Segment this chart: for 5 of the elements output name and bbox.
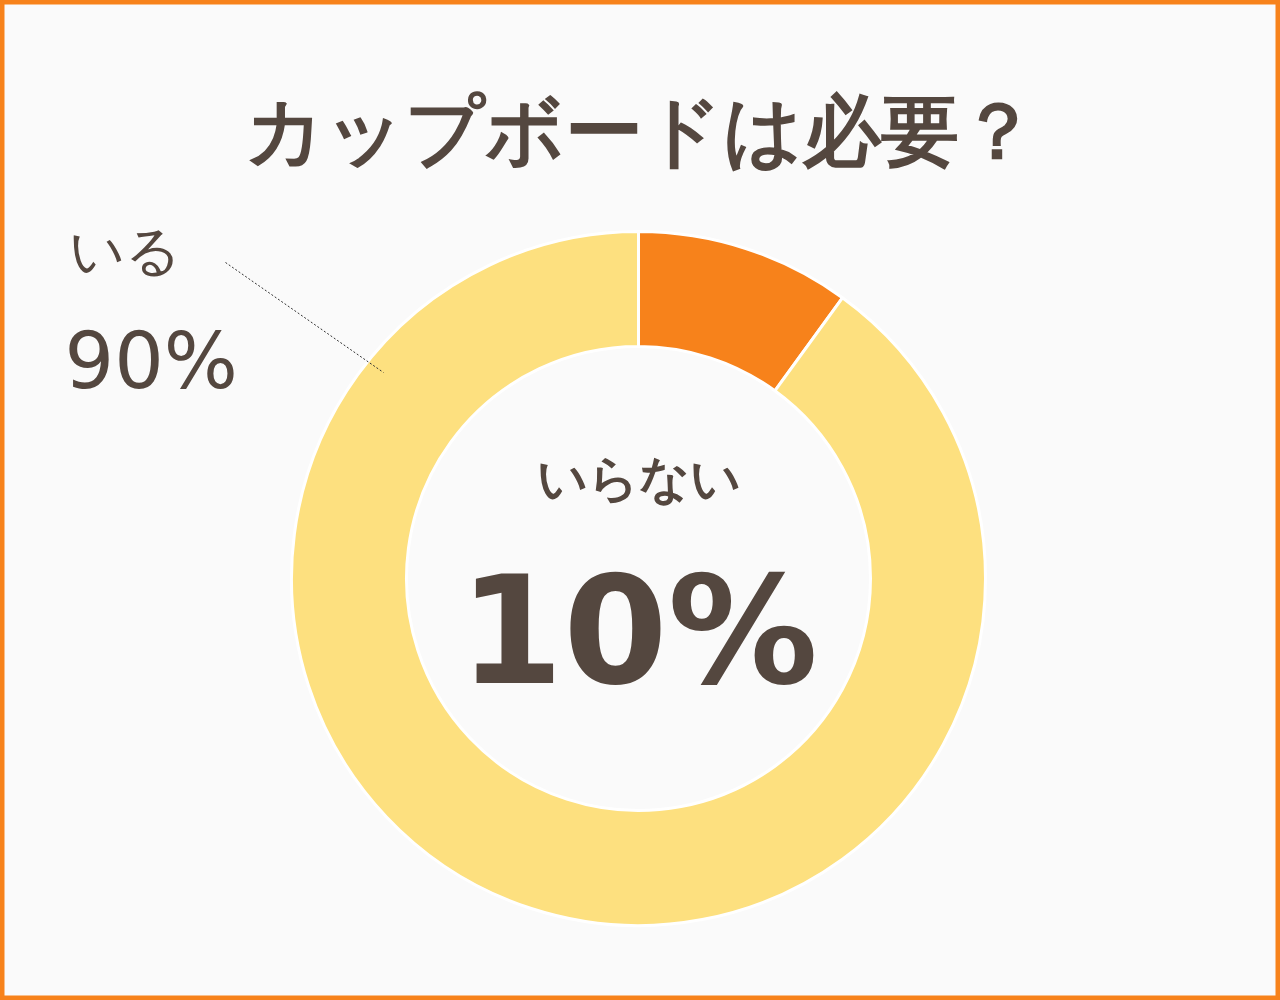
chart-title: カップボードは必要？ <box>244 85 1037 176</box>
slice-label: いらない <box>536 449 741 508</box>
slice-label: いる <box>68 218 181 283</box>
data-label: 90% <box>64 315 238 406</box>
data-label: 10% <box>458 543 819 718</box>
